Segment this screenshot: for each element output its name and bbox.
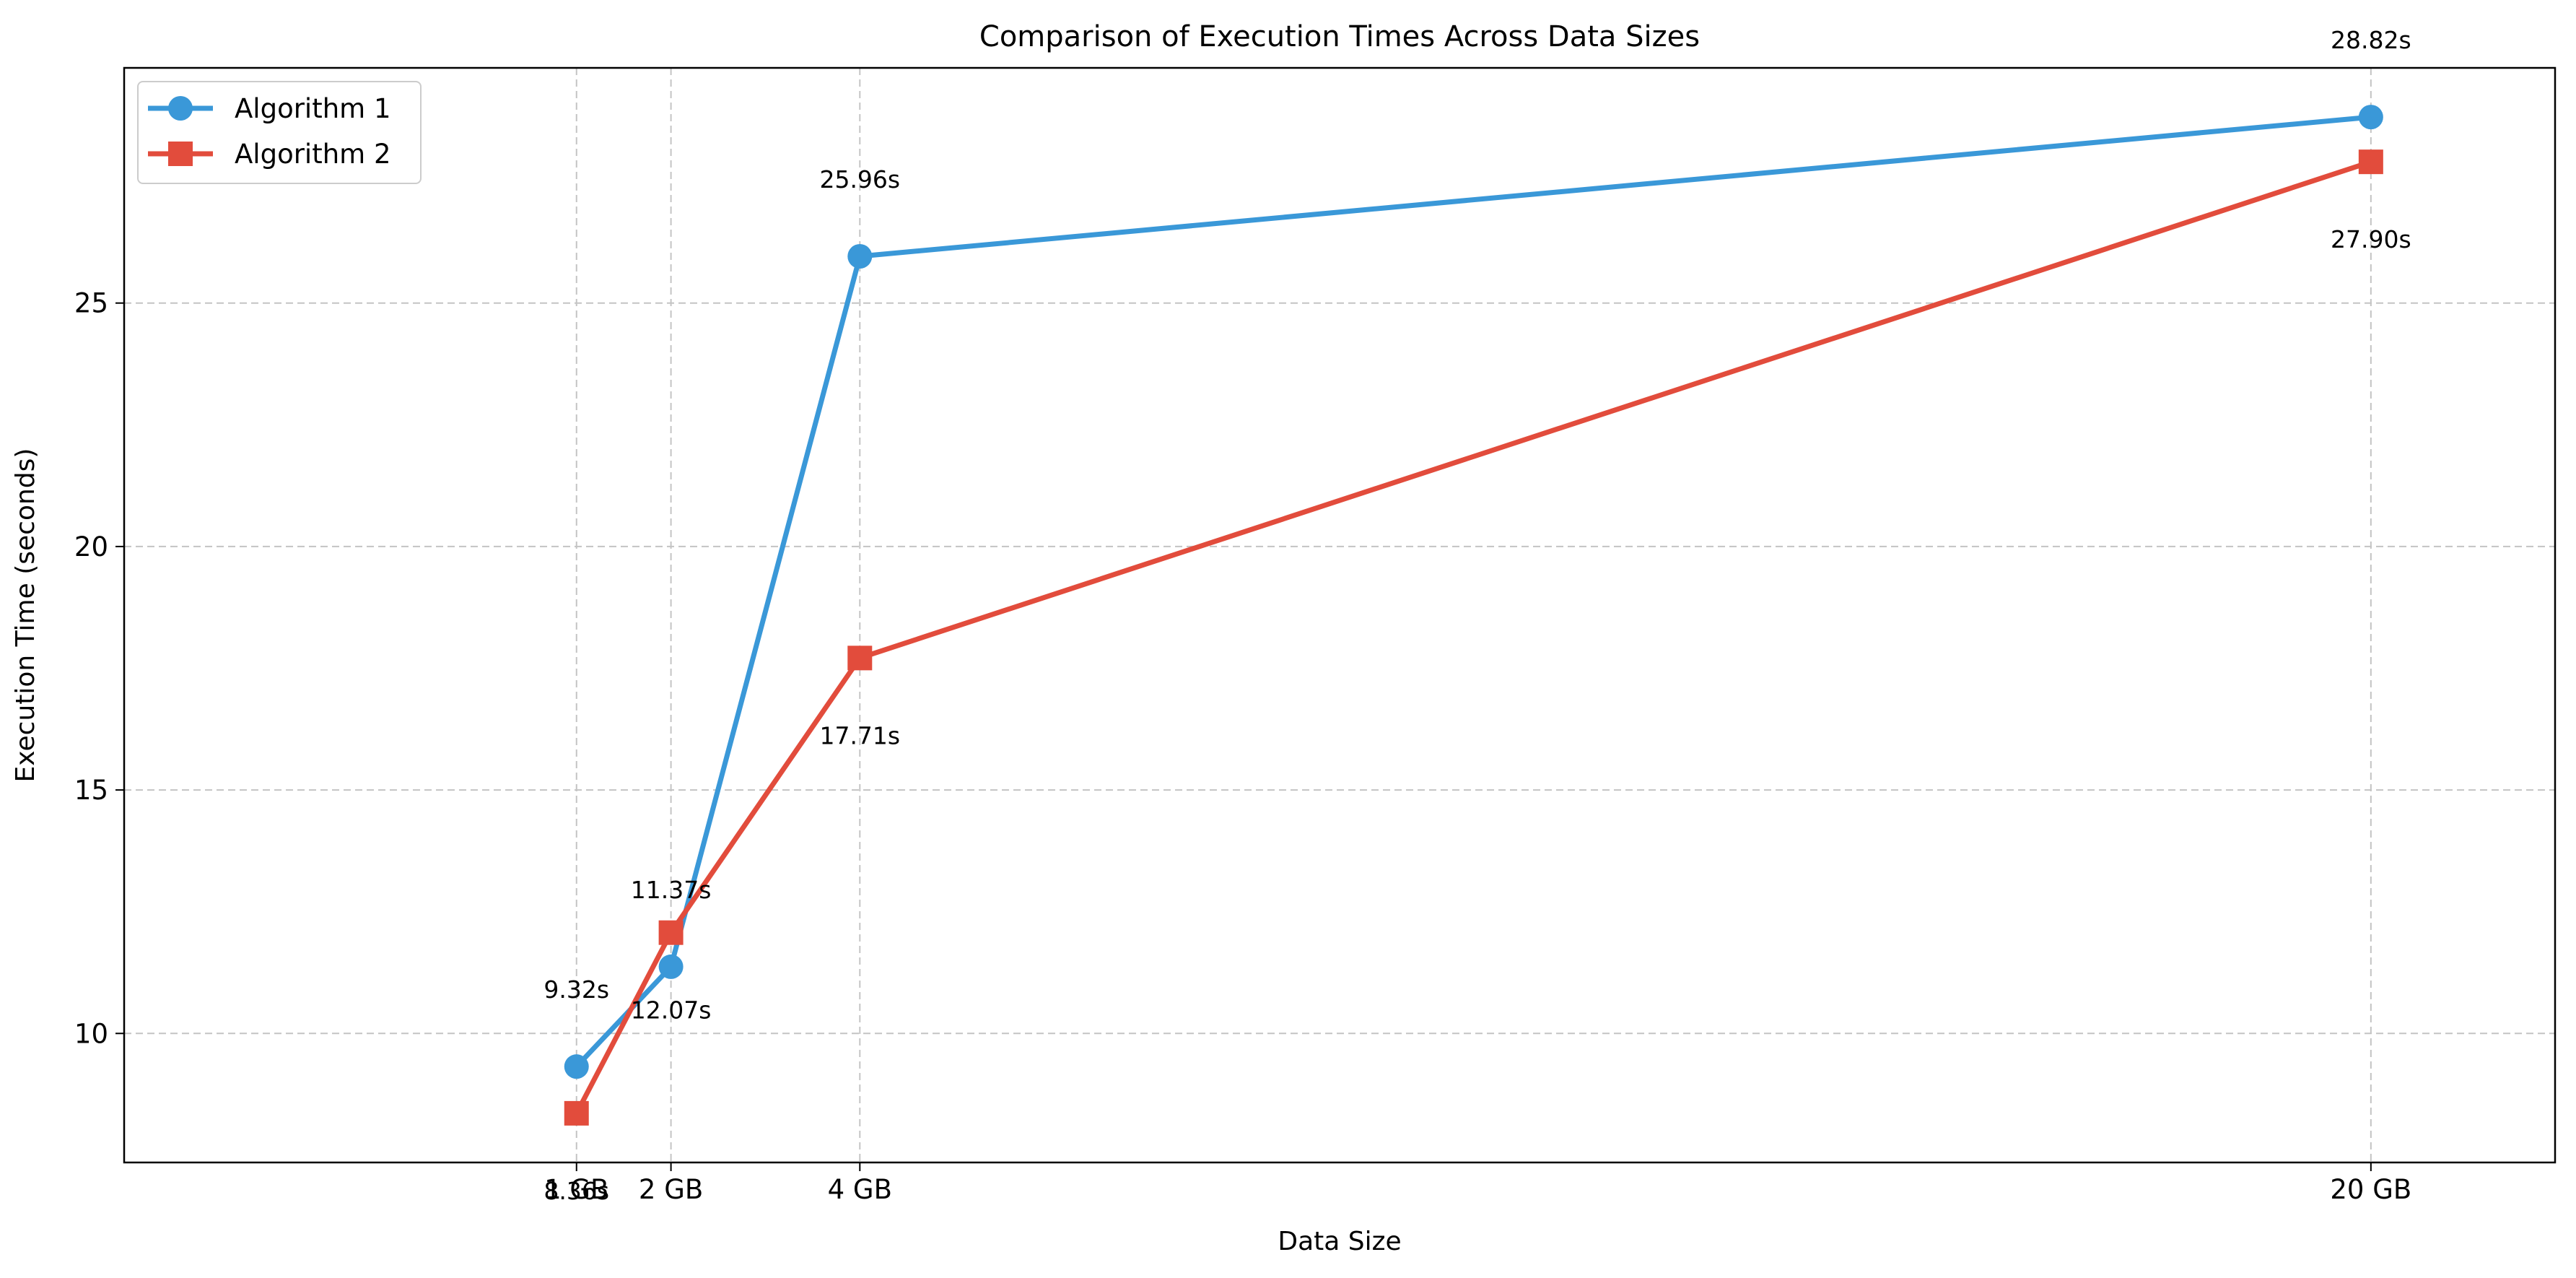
- data-label: 28.82s: [2331, 26, 2411, 54]
- x-axis-label: Data Size: [1278, 1227, 1401, 1256]
- x-tick-label: 20 GB: [2330, 1174, 2411, 1205]
- square-marker: [564, 1100, 589, 1126]
- legend-circle-icon: [168, 96, 193, 121]
- square-marker: [847, 645, 873, 671]
- legend-square-icon: [168, 142, 193, 166]
- data-labels: 9.32s 11.37s 25.96s 28.82s 8.36s 12.07s 17.71s…: [543, 26, 2411, 1205]
- circle-marker: [658, 954, 684, 979]
- data-label: 9.32s: [543, 975, 609, 1004]
- data-label: 27.90s: [2331, 225, 2411, 253]
- series-line: [574, 159, 2374, 1116]
- series-layer: [564, 105, 2383, 1126]
- series-line: [574, 114, 2374, 1069]
- square-marker: [658, 920, 684, 945]
- x-tick-label: 2 GB: [639, 1174, 703, 1205]
- grid: [124, 68, 2555, 1162]
- x-tick-label: 4 GB: [828, 1174, 892, 1205]
- plot-area-frame: [123, 66, 2557, 1164]
- y-axis-label: Execution Time (seconds): [11, 448, 40, 783]
- data-label: 25.96s: [819, 165, 900, 194]
- legend-label: Algorithm 1: [235, 93, 391, 124]
- y-tick-label: 25: [74, 288, 108, 319]
- circle-marker: [564, 1054, 589, 1079]
- data-label: 12.07s: [631, 996, 712, 1025]
- square-marker: [2358, 149, 2383, 175]
- chart-title: Comparison of Execution Times Across Dat…: [979, 20, 1700, 53]
- circle-marker: [847, 243, 873, 269]
- y-tick-label: 15: [74, 775, 108, 806]
- x-tick-label: 1 GB: [544, 1174, 608, 1205]
- series-2: [564, 149, 2383, 1126]
- legend: Algorithm 1 Algorithm 2: [137, 81, 422, 184]
- data-label: 8.36s: [543, 1177, 609, 1205]
- legend-label: Algorithm 2: [235, 139, 391, 170]
- axes: 1 GB 2 GB 4 GB 20 GB 10 15 20 25: [74, 288, 2411, 1205]
- data-label: 17.71s: [819, 721, 900, 749]
- y-tick-label: 20: [74, 531, 108, 562]
- circle-marker: [2358, 105, 2383, 130]
- data-label: 11.37s: [631, 876, 712, 904]
- y-tick-label: 10: [74, 1018, 108, 1049]
- series-1: [564, 105, 2383, 1079]
